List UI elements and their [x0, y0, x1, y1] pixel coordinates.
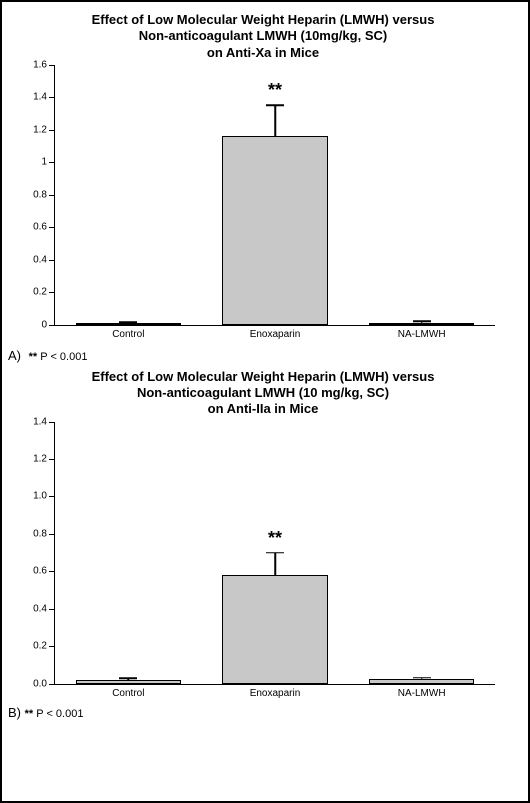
panel-a-plot: 00.20.40.60.811.21.41.6ControlEnoxaparin… — [54, 65, 495, 326]
title-line: on Anti-Xa in Mice — [8, 45, 518, 61]
title-line: Effect of Low Molecular Weight Heparin (… — [8, 12, 518, 28]
ytick-label: 1 — [41, 157, 55, 168]
error-cap — [413, 677, 431, 679]
error-cap — [266, 105, 284, 107]
panel-a: Effect of Low Molecular Weight Heparin (… — [8, 12, 518, 363]
panel-b-plotwrap: Anti-IIa (U/ml) Mean ± SD 0.00.20.40.60.… — [54, 422, 508, 685]
ytick-label: 0.8 — [33, 189, 55, 200]
panel-b: Effect of Low Molecular Weight Heparin (… — [8, 369, 518, 720]
error-cap — [266, 552, 284, 554]
ytick-label: 1.4 — [33, 92, 55, 103]
category-label: NA-LMWH — [398, 325, 446, 340]
category-label: Control — [112, 684, 144, 699]
sig-marker: ** — [29, 351, 38, 363]
title-line: Non-anticoagulant LMWH (10mg/kg, SC) — [8, 28, 518, 44]
significance-marker: ** — [268, 80, 282, 101]
ytick-label: 0.0 — [33, 678, 55, 689]
sig-marker: ** — [25, 708, 34, 720]
ytick-label: 0.6 — [33, 222, 55, 233]
panel-b-label: B) — [8, 705, 21, 720]
category-label: Enoxaparin — [250, 684, 301, 699]
panel-b-plot: 0.00.20.40.60.81.01.21.4ControlEnoxapari… — [54, 422, 495, 685]
bar — [222, 575, 328, 684]
panel-b-title: Effect of Low Molecular Weight Heparin (… — [8, 369, 518, 418]
category-label: Enoxaparin — [250, 325, 301, 340]
error-cap — [119, 321, 137, 323]
error-cap — [119, 678, 137, 680]
ytick-label: 1.2 — [33, 453, 55, 464]
ytick-label: 0.4 — [33, 254, 55, 265]
error-bar — [274, 553, 276, 575]
ytick-label: 1.0 — [33, 491, 55, 502]
category-label: NA-LMWH — [398, 684, 446, 699]
figure-page: Effect of Low Molecular Weight Heparin (… — [0, 0, 530, 803]
panel-a-plotwrap: Anti-Xa (U/ml) Mean ± SD 00.20.40.60.811… — [54, 65, 508, 326]
panel-a-signote: ** P < 0.001 — [29, 351, 88, 363]
title-line: on Anti-IIa in Mice — [8, 401, 518, 417]
ytick-label: 0.2 — [33, 287, 55, 298]
bar — [222, 136, 328, 325]
significance-marker: ** — [268, 528, 282, 549]
ytick-label: 1.2 — [33, 124, 55, 135]
ytick-label: 1.6 — [33, 59, 55, 70]
panel-a-label: A) — [8, 348, 21, 363]
panel-a-footer: A) ** P < 0.001 — [8, 348, 518, 363]
title-line: Effect of Low Molecular Weight Heparin (… — [8, 369, 518, 385]
ytick-label: 0.2 — [33, 641, 55, 652]
error-cap — [413, 320, 431, 322]
ytick-label: 0.8 — [33, 528, 55, 539]
title-line: Non-anticoagulant LMWH (10 mg/kg, SC) — [8, 385, 518, 401]
category-label: Control — [112, 325, 144, 340]
ytick-label: 0.4 — [33, 603, 55, 614]
ytick-label: 1.4 — [33, 416, 55, 427]
ytick-label: 0 — [41, 319, 55, 330]
panel-b-footer: B) ** P < 0.001 — [8, 705, 518, 720]
panel-b-signote: ** P < 0.001 — [25, 708, 84, 720]
panel-a-title: Effect of Low Molecular Weight Heparin (… — [8, 12, 518, 61]
error-bar — [274, 105, 276, 136]
sig-text: P < 0.001 — [40, 351, 87, 363]
sig-text: P < 0.001 — [36, 708, 83, 720]
ytick-label: 0.6 — [33, 566, 55, 577]
